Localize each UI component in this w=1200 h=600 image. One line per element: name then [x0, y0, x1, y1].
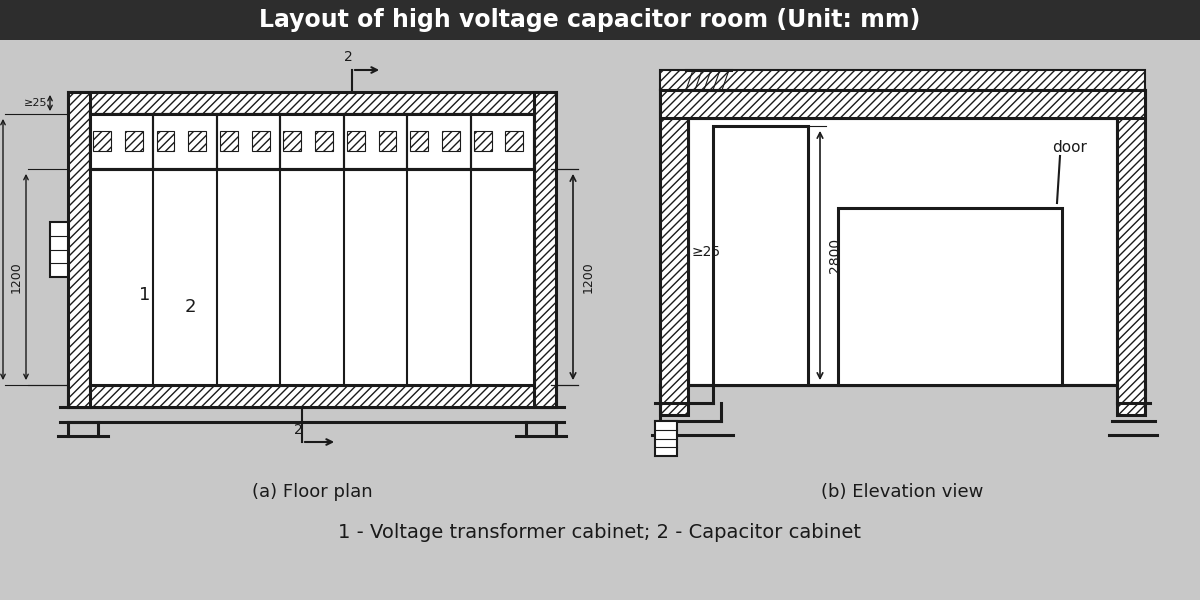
Bar [442, 130, 460, 151]
Bar [655, 421, 677, 456]
Bar [252, 130, 270, 151]
Text: 2: 2 [294, 423, 302, 437]
Bar [407, 114, 470, 169]
Bar [68, 385, 556, 407]
Bar [660, 90, 1145, 118]
Bar [90, 114, 534, 385]
Bar [660, 70, 1145, 90]
Text: 1200: 1200 [582, 261, 595, 293]
Bar [68, 92, 90, 407]
Bar [188, 130, 206, 151]
Text: (a) Floor plan: (a) Floor plan [252, 483, 372, 501]
Bar [90, 114, 154, 169]
Bar [217, 114, 281, 169]
Bar [505, 130, 523, 151]
Bar [50, 222, 68, 277]
Bar [283, 130, 301, 151]
Bar [94, 130, 110, 151]
Bar [474, 130, 492, 151]
Text: ≥25: ≥25 [24, 98, 47, 108]
Text: 2800: 2800 [828, 238, 842, 273]
Bar [90, 114, 534, 169]
Text: Layout of high voltage capacitor room (Unit: mm): Layout of high voltage capacitor room (U… [259, 8, 920, 32]
Text: door: door [1052, 140, 1087, 155]
Bar [281, 114, 343, 169]
Bar [347, 130, 365, 151]
Text: 1200: 1200 [10, 261, 23, 293]
Bar [410, 130, 428, 151]
Bar [154, 114, 217, 169]
Bar [838, 208, 1062, 385]
Bar [125, 130, 143, 151]
Bar [379, 130, 396, 151]
Bar [470, 114, 534, 169]
Bar [660, 90, 688, 415]
Bar [90, 169, 534, 385]
Text: 2: 2 [185, 298, 196, 316]
Text: 1 - Voltage transformer cabinet; 2 - Capacitor cabinet: 1 - Voltage transformer cabinet; 2 - Cap… [338, 523, 862, 541]
Text: (b) Elevation view: (b) Elevation view [821, 483, 984, 501]
Bar [343, 114, 407, 169]
Bar [534, 92, 556, 407]
Bar [713, 126, 808, 385]
Bar [0, 0, 1200, 40]
Bar [688, 118, 1117, 385]
Bar [1117, 90, 1145, 415]
Bar [157, 130, 174, 151]
Bar [316, 130, 332, 151]
Bar [68, 92, 556, 114]
Text: ≥25: ≥25 [692, 245, 721, 259]
Bar [220, 130, 238, 151]
Text: 2: 2 [343, 50, 353, 64]
Text: 1: 1 [139, 286, 151, 304]
